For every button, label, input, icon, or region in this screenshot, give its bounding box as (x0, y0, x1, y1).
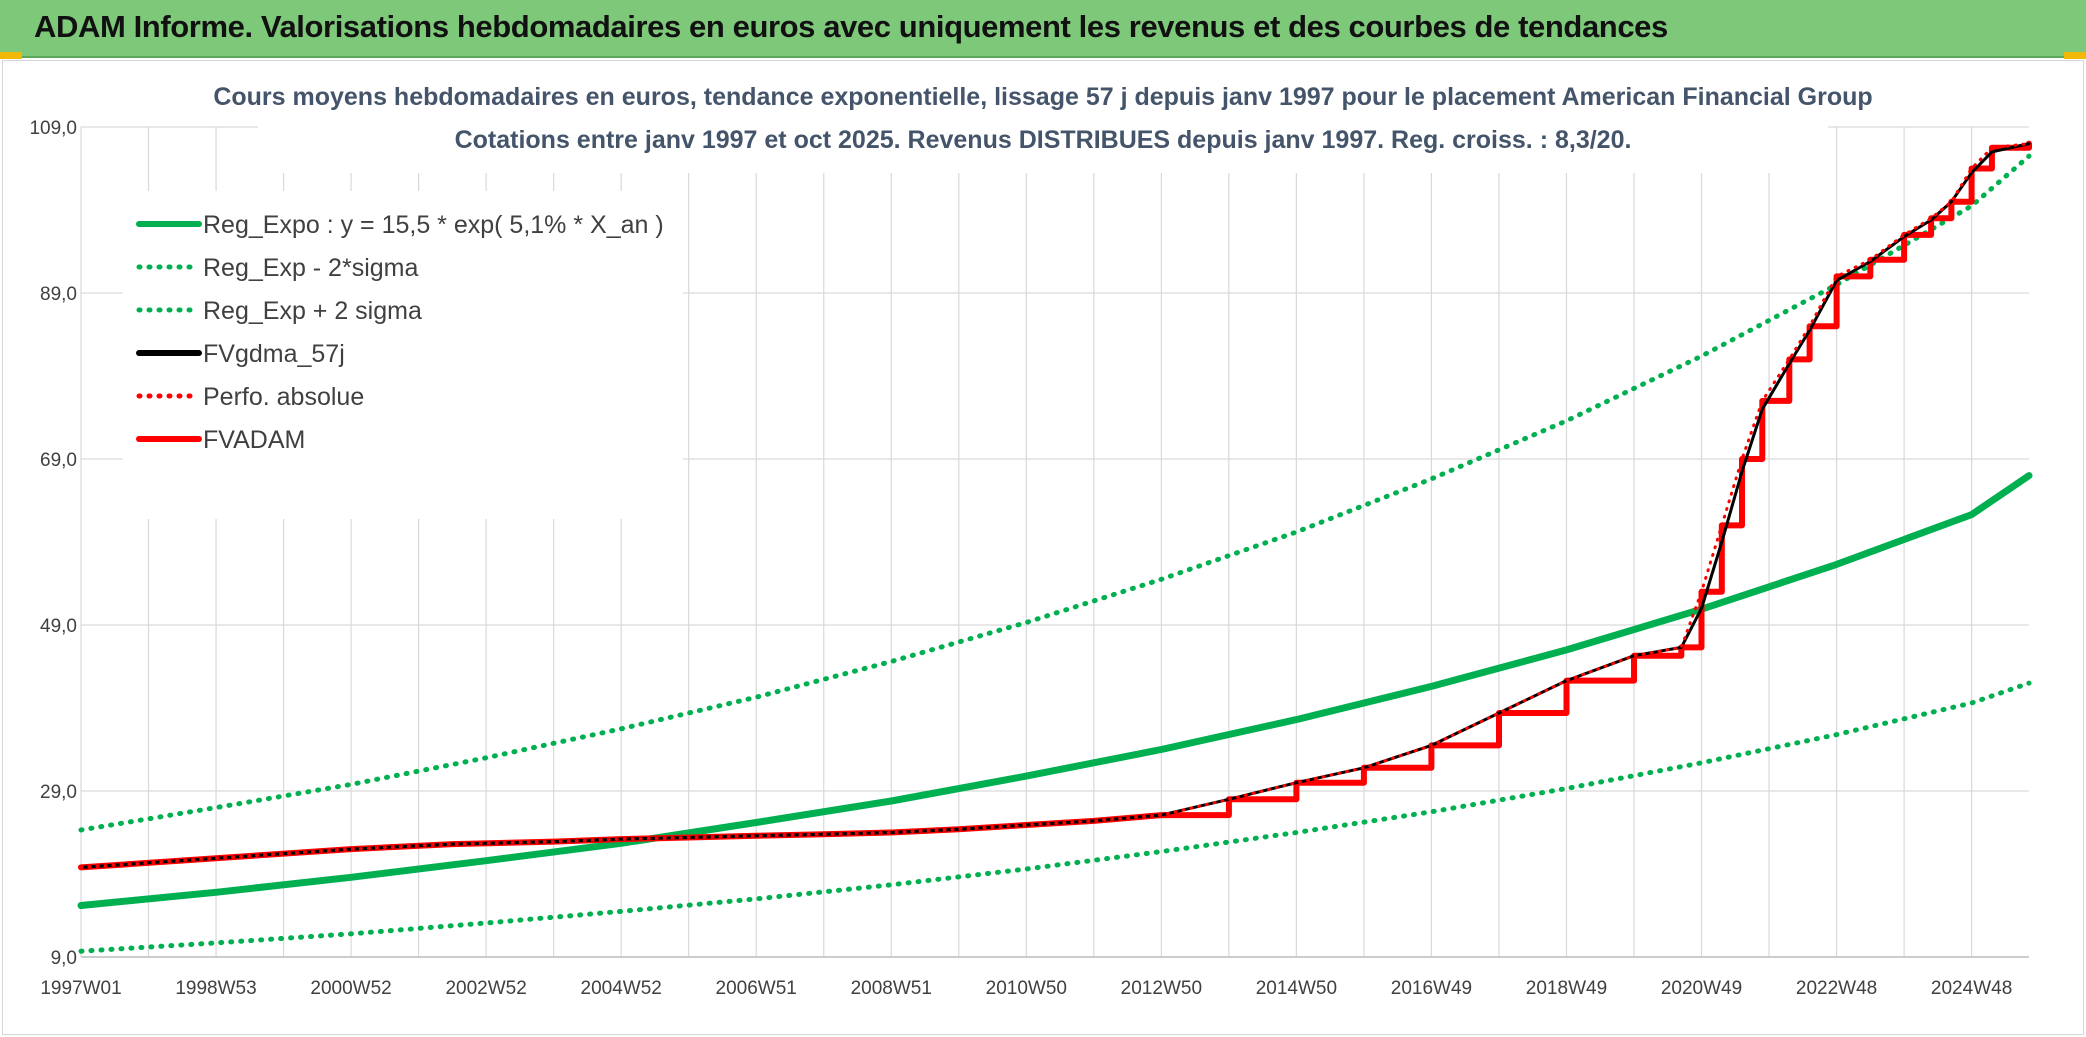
series-line-reg-exp-2-sigma (78, 153, 2032, 833)
x-tick-label: 2010W50 (986, 978, 1067, 999)
series-line-reg-expo (77, 472, 2033, 909)
y-tick-label: 9,0 (51, 948, 77, 969)
chart-title-line1: Cours moyens hebdomadaires en euros, ten… (213, 83, 1872, 111)
left-corner-accent (0, 52, 22, 59)
x-tick-label: 1997W01 (40, 978, 121, 999)
x-tick-label: 2020W49 (1661, 978, 1742, 999)
x-tick-label: 2018W49 (1526, 978, 1607, 999)
chart-title-background (258, 63, 1828, 173)
y-tick-label: 49,0 (40, 616, 77, 637)
x-tick-label: 2002W52 (445, 978, 526, 999)
header-banner: ADAM Informe. Valorisations hebdomadaire… (0, 0, 2086, 58)
legend-label: Reg_Exp - 2*sigma (203, 254, 418, 282)
legend-label: FVADAM (203, 426, 305, 454)
x-tick-label: 2014W50 (1256, 978, 1337, 999)
x-tick-label: 2012W50 (1121, 978, 1202, 999)
legend-label: Perfo. absolue (203, 383, 364, 411)
legend: Reg_Expo : y = 15,5 * exp( 5,1% * X_an )… (136, 211, 664, 454)
legend-label: FVgdma_57j (203, 340, 345, 368)
x-tick-label: 2016W49 (1391, 978, 1472, 999)
x-tick-label: 2004W52 (581, 978, 662, 999)
x-tick-label: 1998W53 (175, 978, 256, 999)
series-line-reg-exp-2-sigma (78, 680, 2032, 954)
legend-label: Reg_Exp + 2 sigma (203, 297, 422, 325)
y-axis-ticks: 109,0 89,0 69,0 49,0 29,0 9,0 (29, 118, 77, 969)
right-corner-accent (2064, 52, 2086, 59)
y-tick-label: 29,0 (40, 782, 77, 803)
series-line-fvgdma-57j (79, 142, 2031, 869)
y-tick-label: 69,0 (40, 450, 77, 471)
x-tick-label: 2000W52 (310, 978, 391, 999)
x-tick-label: 2008W51 (851, 978, 932, 999)
series (77, 140, 2033, 954)
x-tick-label: 2006W51 (716, 978, 797, 999)
page-title: ADAM Informe. Valorisations hebdomadaire… (34, 9, 1668, 44)
x-axis-ticks: 1997W01 1998W53 2000W52 2002W52 2004W52 2006W… (40, 978, 2012, 999)
y-tick-label: 89,0 (40, 284, 77, 305)
chart-frame: Cours moyens hebdomadaires en euros, ten… (2, 60, 2084, 1035)
series-line-perfo-absolue (79, 142, 2031, 869)
y-tick-label: 109,0 (29, 118, 77, 139)
x-tick-label: 2024W48 (1931, 978, 2012, 999)
chart-title-line2: Cotations entre janv 1997 et oct 2025. R… (455, 126, 1632, 154)
line-chart: Cours moyens hebdomadaires en euros, ten… (29, 63, 2033, 999)
legend-label: Reg_Expo : y = 15,5 * exp( 5,1% * X_an ) (203, 211, 664, 239)
legend-background (123, 191, 683, 519)
x-tick-label: 2022W48 (1796, 978, 1877, 999)
